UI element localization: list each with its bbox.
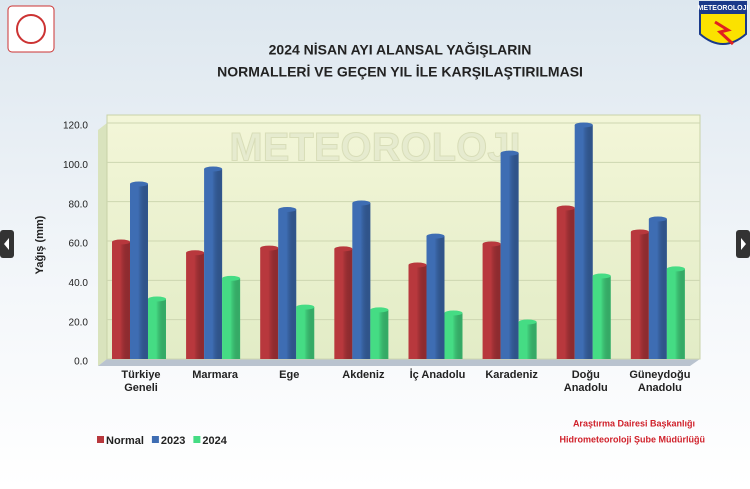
y-tick-label: 100.0: [63, 160, 88, 171]
y-tick-label: 20.0: [69, 317, 89, 328]
y-tick-label: 40.0: [69, 278, 89, 289]
bar-shade: [408, 264, 427, 359]
bar-shade: [130, 183, 148, 359]
nav-right[interactable]: [736, 230, 750, 258]
bar-top: [630, 229, 649, 235]
chart-title: 2024 NİSAN AYI ALANSAL YAĞIŞLARIN: [269, 41, 532, 58]
x-tick-label: Doğu Anadolu: [563, 369, 608, 394]
bar-top: [518, 319, 537, 325]
bar-shade: [592, 276, 611, 359]
bar-top: [334, 246, 353, 252]
bar-top: [222, 275, 241, 281]
emblem: [7, 5, 55, 53]
x-tick-label: Akdeniz: [342, 369, 385, 381]
bar-shade: [444, 312, 463, 359]
bar-shade: [186, 252, 205, 359]
bar-top: [426, 233, 445, 239]
bar-top: [408, 262, 427, 268]
bar-shade: [148, 299, 166, 359]
x-tick-label: Marmara: [192, 369, 239, 381]
bar-top: [112, 239, 130, 245]
bar-top: [574, 122, 593, 128]
chart-title: NORMALLERİ VE GEÇEN YIL İLE KARŞILAŞTIRI…: [217, 64, 583, 80]
footer: Hidrometeoroloji Şube Müdürlüğü: [560, 434, 706, 444]
bar-shade: [426, 236, 445, 359]
bar-shade: [648, 218, 667, 359]
y-tick-label: 80.0: [69, 199, 89, 210]
bar-top: [148, 296, 166, 302]
y-tick-label: 60.0: [69, 239, 89, 250]
y-tick-label: 120.0: [63, 121, 88, 132]
bar-top: [666, 266, 685, 272]
y-tick-label: 0.0: [74, 357, 88, 368]
bar-top: [130, 181, 148, 187]
bar-shade: [370, 309, 389, 359]
bar-top: [296, 304, 315, 310]
bar-shade: [278, 209, 297, 359]
bar-shade: [222, 278, 241, 359]
bar-shade: [500, 153, 519, 359]
legend-label: 2023: [161, 435, 185, 447]
y-axis-label: Yağış (mm): [34, 215, 46, 274]
x-tick-label: Türkiye Geneli: [121, 369, 161, 394]
bar-top: [556, 205, 575, 211]
bar-top: [260, 245, 279, 251]
bar-top: [204, 166, 223, 172]
bar-top: [186, 250, 205, 256]
legend-label: Normal: [106, 435, 144, 447]
bar-top: [592, 273, 611, 279]
x-tick-label: Güneydoğu Anadolu: [629, 369, 691, 394]
footer: Araştırma Dairesi Başkanlığı: [573, 418, 695, 428]
bar-shade: [630, 231, 649, 359]
nav-left[interactable]: [0, 230, 14, 258]
x-tick-label: Karadeniz: [485, 369, 538, 381]
logo: METEOROLOJI: [698, 1, 749, 46]
bar-shade: [260, 248, 279, 359]
bar-top: [370, 307, 389, 313]
bar-shade: [574, 124, 593, 359]
bar-shade: [112, 241, 130, 359]
bar-top: [444, 310, 463, 316]
bar-shade: [352, 203, 371, 359]
bar-shade: [204, 169, 223, 359]
legend-swatch: [193, 436, 201, 443]
bar-shade: [334, 248, 353, 359]
legend-label: 2024: [202, 435, 227, 447]
x-tick-label: Ege: [279, 369, 300, 381]
bar-shade: [296, 307, 315, 359]
bar-top: [500, 150, 519, 156]
bar-top: [278, 207, 297, 213]
logo-text: METEOROLOJI: [698, 5, 749, 12]
watermark: METEOROLOJI: [229, 126, 520, 170]
bar-shade: [482, 243, 501, 359]
legend-swatch: [151, 436, 159, 443]
bar-top: [648, 216, 667, 222]
bar-shade: [666, 268, 685, 359]
floor: [98, 359, 700, 366]
bar-top: [482, 241, 501, 247]
side-wall: [98, 123, 107, 366]
bar-shade: [556, 207, 575, 359]
bar-top: [352, 200, 371, 206]
x-tick-label: İç Anadolu: [409, 369, 466, 381]
bar-shade: [518, 322, 537, 359]
legend-swatch: [97, 436, 104, 443]
